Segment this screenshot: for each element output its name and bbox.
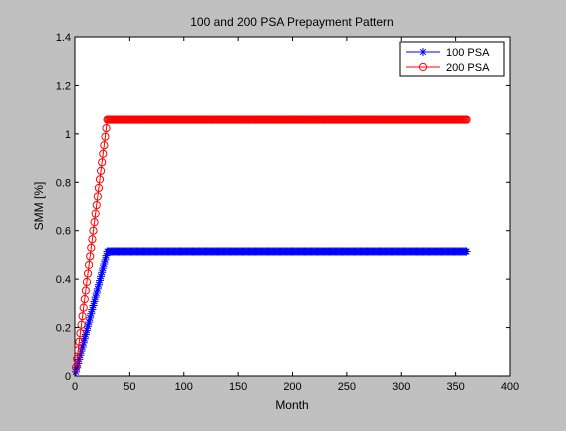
- x-tick-label: 200: [283, 381, 301, 393]
- data-point: [89, 226, 98, 235]
- y-tick-label: 1.4: [56, 32, 71, 44]
- y-tick-label: 0.4: [56, 274, 71, 286]
- data-point: [90, 297, 99, 306]
- data-point: [100, 259, 109, 268]
- data-point: [82, 326, 91, 335]
- data-point: [88, 235, 97, 244]
- data-point: [90, 218, 99, 227]
- data-point: [98, 158, 107, 167]
- data-point: [84, 322, 93, 331]
- data-point: [98, 268, 107, 277]
- data-point: [96, 276, 105, 285]
- chart-title: 100 and 200 PSA Prepayment Pattern: [190, 15, 393, 29]
- data-point: [94, 280, 103, 289]
- x-tick-label: 350: [446, 381, 464, 393]
- data-point: [97, 166, 106, 175]
- y-tick-label: 1.2: [56, 80, 71, 92]
- data-point: [80, 334, 89, 343]
- data-point: [87, 309, 96, 318]
- data-point: [78, 342, 87, 351]
- legend: 100 PSA 200 PSA: [399, 41, 505, 77]
- data-point: [73, 354, 82, 364]
- data-point: [462, 247, 471, 256]
- axes-background: [74, 36, 511, 377]
- series-2: [71, 115, 471, 372]
- data-point: [97, 272, 106, 281]
- data-point: [99, 264, 108, 273]
- data-point: [79, 338, 88, 347]
- data-point: [81, 286, 90, 295]
- data-point: [91, 293, 100, 302]
- series-1: [72, 247, 471, 376]
- data-point: [93, 192, 102, 201]
- x-tick-label: 100: [175, 381, 193, 393]
- data-point: [92, 200, 101, 210]
- data-point: [93, 284, 102, 293]
- data-point: [76, 351, 85, 360]
- data-point: [91, 209, 100, 218]
- data-point: [71, 363, 81, 372]
- data-point: [75, 337, 84, 346]
- x-tick-label: 150: [229, 381, 247, 393]
- data-point: [102, 251, 111, 260]
- data-point: [77, 320, 86, 329]
- x-axis-label: Month: [275, 398, 308, 412]
- data-point: [92, 289, 101, 298]
- data-point: [73, 363, 82, 372]
- data-point: [101, 132, 110, 141]
- data-point: [82, 277, 92, 287]
- x-tick-label: 50: [123, 381, 135, 393]
- data-point: [85, 318, 94, 327]
- data-point: [83, 269, 93, 278]
- legend-label: 200 PSA: [446, 62, 490, 74]
- x-tick-label: 250: [338, 381, 356, 393]
- y-tick-label: 1: [65, 129, 71, 141]
- data-point: [102, 124, 111, 133]
- x-tick-label: 400: [501, 381, 519, 393]
- plot-marks: [71, 115, 471, 376]
- y-axis-label: SMM [%]: [32, 182, 46, 231]
- data-point: [85, 260, 94, 269]
- data-point: [94, 183, 104, 193]
- data-point: [75, 355, 84, 364]
- data-point: [95, 175, 105, 184]
- y-tick-label: 0.2: [56, 323, 71, 335]
- data-point: [86, 313, 95, 322]
- data-point: [74, 359, 83, 368]
- y-tick-label: 0.6: [56, 226, 71, 238]
- data-point: [81, 330, 90, 339]
- legend-marker: [418, 62, 428, 72]
- data-point: [88, 305, 97, 314]
- data-point: [99, 149, 108, 158]
- data-point: [89, 301, 98, 310]
- axis-ticks: 0 50 100 150 200 250 300 350 400 0 0.2 0.4 0.6 0.8 1 1.…: [56, 32, 519, 393]
- legend-marker: [419, 48, 427, 56]
- data-point: [76, 329, 85, 338]
- data-point: [86, 252, 95, 261]
- data-point: [72, 367, 81, 376]
- x-tick-label: 0: [72, 381, 78, 393]
- legend-box: [399, 41, 505, 77]
- data-point: [74, 346, 83, 355]
- data-point: [78, 312, 87, 321]
- y-tick-label: 0: [65, 371, 71, 383]
- data-point: [462, 115, 471, 124]
- data-point: [80, 294, 89, 304]
- y-tick-label: 0.8: [56, 177, 71, 189]
- x-tick-label: 300: [392, 381, 410, 393]
- data-point: [79, 303, 88, 312]
- data-point: [101, 255, 110, 264]
- data-point: [100, 141, 109, 150]
- legend-label: 100 PSA: [446, 47, 490, 59]
- data-point: [87, 243, 96, 252]
